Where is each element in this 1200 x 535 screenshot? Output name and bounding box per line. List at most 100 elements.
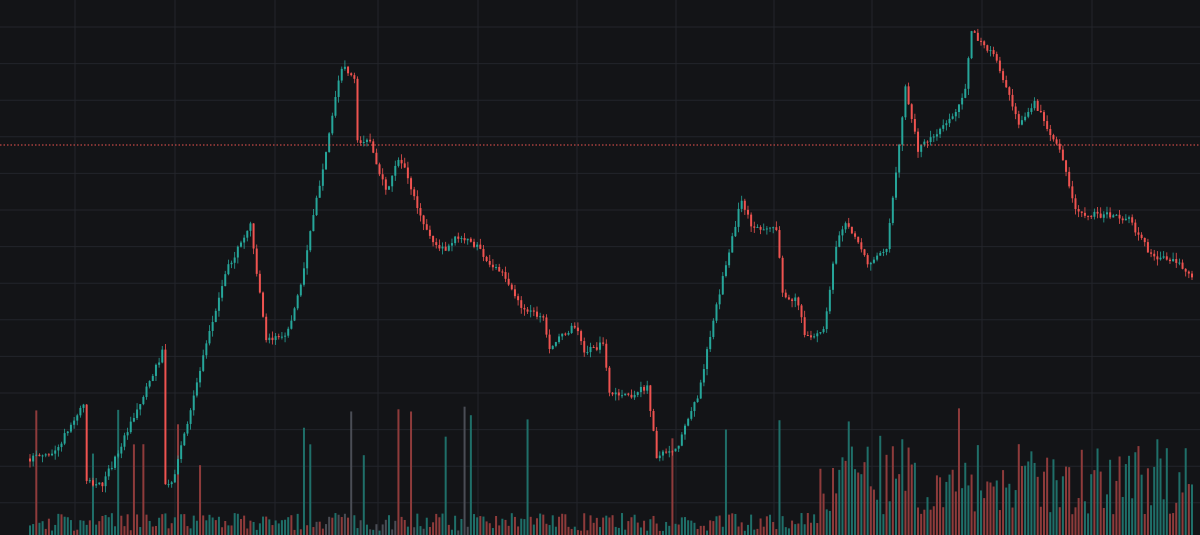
candle[interactable]: [825, 307, 828, 333]
candle[interactable]: [1005, 75, 1008, 89]
candle[interactable]: [636, 391, 639, 398]
candle[interactable]: [158, 357, 161, 368]
candle[interactable]: [898, 143, 901, 178]
candle[interactable]: [1128, 215, 1131, 224]
candle[interactable]: [614, 387, 617, 401]
candle[interactable]: [38, 453, 41, 457]
candle[interactable]: [558, 333, 561, 344]
candle[interactable]: [633, 390, 636, 400]
candle[interactable]: [258, 270, 261, 294]
candle[interactable]: [668, 445, 671, 458]
candle[interactable]: [123, 432, 126, 451]
candle[interactable]: [1187, 270, 1190, 279]
candle[interactable]: [476, 241, 479, 251]
candle[interactable]: [482, 244, 485, 262]
candle[interactable]: [526, 307, 529, 314]
candle[interactable]: [104, 471, 107, 493]
candle[interactable]: [1105, 206, 1108, 219]
candle[interactable]: [800, 303, 803, 324]
candle[interactable]: [1153, 249, 1156, 261]
candle[interactable]: [702, 364, 705, 387]
candle[interactable]: [992, 46, 995, 57]
candle[interactable]: [721, 272, 724, 295]
candle[interactable]: [249, 221, 252, 237]
candle[interactable]: [551, 345, 554, 350]
candle[interactable]: [85, 403, 88, 485]
candle[interactable]: [447, 243, 450, 252]
candle[interactable]: [621, 389, 624, 399]
candle[interactable]: [983, 40, 986, 49]
candle[interactable]: [784, 289, 787, 299]
candle[interactable]: [164, 343, 167, 485]
candle[interactable]: [561, 333, 564, 341]
candle[interactable]: [791, 298, 794, 308]
candle[interactable]: [945, 120, 948, 131]
candle[interactable]: [422, 214, 425, 231]
candle[interactable]: [353, 72, 356, 84]
candle[interactable]: [608, 366, 611, 397]
candle[interactable]: [145, 383, 148, 400]
candle[interactable]: [334, 90, 337, 118]
candle[interactable]: [79, 405, 82, 418]
candle[interactable]: [296, 293, 299, 311]
candle[interactable]: [693, 401, 696, 417]
candle[interactable]: [967, 56, 970, 95]
candle[interactable]: [170, 480, 173, 488]
candle[interactable]: [287, 326, 290, 338]
candle[interactable]: [589, 342, 592, 358]
candle[interactable]: [1020, 115, 1023, 126]
candle[interactable]: [646, 380, 649, 394]
candle[interactable]: [1162, 251, 1165, 260]
candle[interactable]: [450, 238, 453, 252]
candle[interactable]: [66, 430, 69, 436]
candle[interactable]: [891, 195, 894, 226]
candle[interactable]: [517, 293, 520, 306]
candle[interactable]: [337, 75, 340, 103]
candle[interactable]: [306, 244, 309, 275]
candle[interactable]: [643, 385, 646, 395]
candle[interactable]: [1011, 88, 1014, 111]
candle[interactable]: [35, 450, 38, 457]
candle[interactable]: [1030, 103, 1033, 115]
candles[interactable]: [29, 28, 1193, 493]
candle[interactable]: [325, 151, 328, 170]
candle[interactable]: [690, 407, 693, 421]
candle[interactable]: [331, 112, 334, 136]
candle[interactable]: [432, 235, 435, 247]
candle[interactable]: [271, 331, 274, 345]
candle[interactable]: [769, 227, 772, 232]
candle[interactable]: [879, 250, 882, 256]
candle[interactable]: [1052, 133, 1055, 142]
candle[interactable]: [343, 60, 346, 71]
candle[interactable]: [95, 477, 98, 488]
candle[interactable]: [356, 76, 359, 143]
candle[interactable]: [740, 195, 743, 213]
candle[interactable]: [347, 65, 350, 76]
candle[interactable]: [394, 160, 397, 181]
candle[interactable]: [850, 226, 853, 235]
candle[interactable]: [142, 395, 145, 406]
candle[interactable]: [82, 403, 85, 413]
candle[interactable]: [523, 304, 526, 316]
candle[interactable]: [469, 237, 472, 243]
candle[interactable]: [381, 168, 384, 186]
candle[interactable]: [649, 384, 652, 417]
candle[interactable]: [1090, 215, 1093, 219]
candle[interactable]: [202, 349, 205, 373]
candle[interactable]: [567, 330, 570, 336]
candle[interactable]: [819, 332, 822, 335]
candle[interactable]: [687, 417, 690, 427]
candle[interactable]: [586, 345, 589, 355]
candle[interactable]: [576, 322, 579, 336]
candle[interactable]: [391, 175, 394, 192]
candle[interactable]: [1027, 107, 1030, 119]
candle[interactable]: [214, 308, 217, 323]
candle[interactable]: [315, 195, 318, 216]
candle[interactable]: [504, 266, 507, 283]
candle[interactable]: [1087, 215, 1090, 221]
candle[interactable]: [734, 220, 737, 238]
candle[interactable]: [913, 113, 916, 135]
candle[interactable]: [491, 259, 494, 271]
candle[interactable]: [173, 469, 176, 484]
candle[interactable]: [684, 423, 686, 440]
